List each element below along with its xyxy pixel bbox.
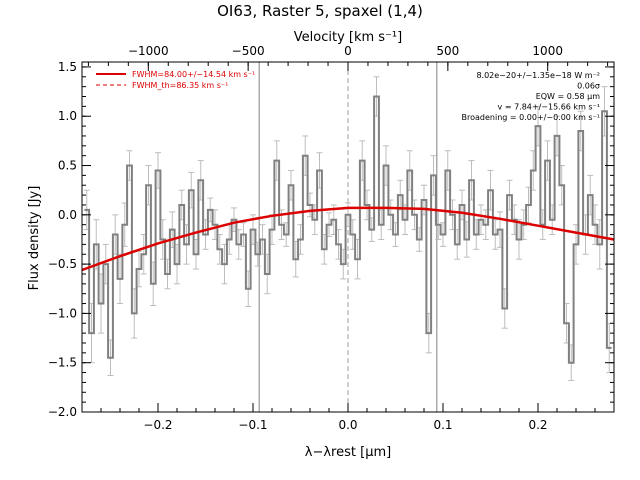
top-axis-label: Velocity [km s⁻¹] (294, 30, 402, 45)
annotation-line: 0.06σ (577, 82, 600, 91)
x-axis-label: λ−λrest [μm] (305, 445, 391, 460)
y-tick-label: 0.5 (58, 159, 77, 173)
x-tick-label: −0.1 (238, 418, 267, 432)
y-tick-label: 0.0 (58, 208, 77, 222)
x-tick-label: 0.0 (338, 418, 357, 432)
top-tick-label: −1000 (128, 44, 169, 58)
legend: FWHM=84.00+/−14.54 km s⁻¹ FWHM_th=86.35 k… (96, 70, 255, 90)
y-tick-label: 1.0 (58, 109, 77, 123)
spectrum-series (84, 95, 612, 364)
y-tick-label: 1.5 (58, 60, 77, 74)
x-tick-label: 0.2 (528, 418, 547, 432)
fit-series (81, 206, 615, 272)
legend-label: FWHM=84.00+/−14.54 km s⁻¹ (132, 70, 255, 79)
top-tick-label: −500 (232, 44, 265, 58)
annotation-line: v = 7.84+/−15.66 km s⁻¹ (498, 103, 600, 112)
top-tick-label: 0 (344, 44, 352, 58)
y-tick-label: −2.0 (48, 405, 77, 419)
legend-label: FWHM_th=86.35 km s⁻¹ (132, 81, 228, 90)
x-tick-label: −0.2 (143, 418, 172, 432)
chart-title: OI63, Raster 5, spaxel (1,4) (217, 2, 423, 20)
top-tick-label: 1000 (532, 44, 563, 58)
annotation-line: EQW = 0.58 μm (536, 92, 600, 101)
series-layer (81, 95, 615, 364)
axes: −0.2 −0.1 0.0 0.1 0.2 −2.0 −1.5 −1.0 −0.5 0.0 0.5 1… (48, 44, 615, 432)
x-tick-label: 0.1 (433, 418, 452, 432)
y-tick-label: −0.5 (48, 257, 77, 271)
annotation-line: Broadening = 0.00+/−0.00 km s⁻¹ (462, 113, 600, 122)
y-axis-label: Flux density [Jy] (27, 186, 42, 291)
y-tick-label: −1.0 (48, 306, 77, 320)
reference-lines (258, 62, 438, 412)
y-tick-label: −1.5 (48, 356, 77, 370)
annotation-line: 8.02e−20+/−1.35e−18 W m⁻² (476, 71, 600, 80)
top-tick-label: 500 (436, 44, 459, 58)
